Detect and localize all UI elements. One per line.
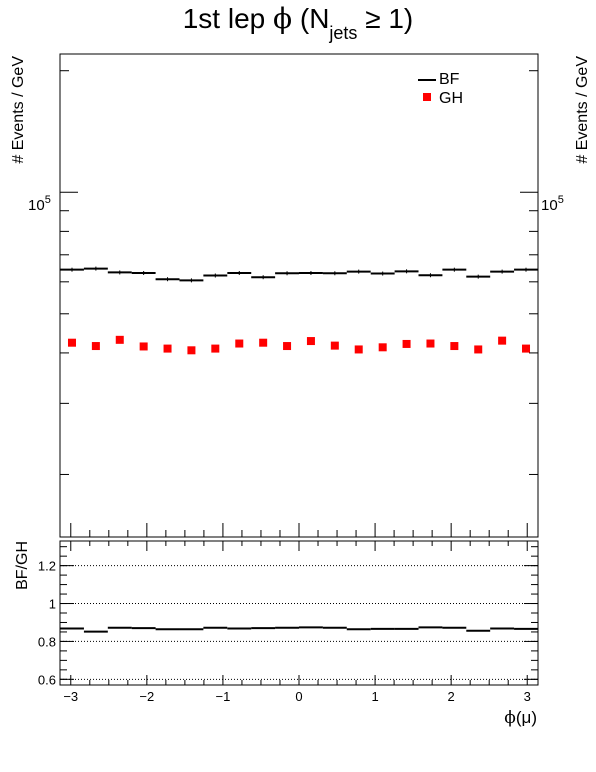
gh-point — [187, 346, 196, 355]
ratio-y-tick-label: 0.8 — [38, 634, 56, 649]
y-axis-label-right: # Events / GeV — [574, 56, 591, 164]
lower-grid — [60, 565, 538, 680]
gh-point — [450, 342, 459, 351]
legend: BF GH — [418, 71, 463, 107]
upper-axis-ticks — [60, 70, 538, 537]
x-axis-label: ϕ(μ) — [504, 708, 537, 728]
ratio-y-tick-label: 0.6 — [38, 672, 56, 687]
gh-point — [259, 338, 268, 347]
gh-point — [211, 344, 220, 353]
gh-point — [402, 339, 411, 348]
ratio-y-axis-label: BF/GH — [14, 541, 31, 590]
legend-gh-label: GH — [439, 90, 463, 107]
gh-point — [283, 342, 292, 351]
x-tick-label: 1 — [371, 689, 378, 704]
title-tail: ≥ 1) — [357, 3, 413, 34]
title-main: 1st lep — [183, 3, 273, 34]
y-tick-base-left: 10 — [28, 197, 45, 214]
y-tick-label-right: 105 — [541, 194, 564, 214]
x-tick-label: −3 — [63, 689, 78, 704]
title-phi: ϕ — [273, 2, 292, 35]
gh-point — [522, 344, 531, 353]
gh-point — [354, 345, 363, 354]
gh-point — [498, 336, 507, 345]
title-open: (N — [292, 3, 329, 34]
y-tick-base-right: 10 — [541, 197, 558, 214]
legend-bf-label: BF — [439, 71, 460, 88]
lower-plot-frame — [59, 540, 539, 686]
x-tick-label: −1 — [216, 689, 231, 704]
y-tick-label-left: 105 — [28, 194, 51, 214]
gh-point — [91, 342, 100, 351]
gh-point — [474, 345, 483, 354]
gh-point — [426, 339, 435, 348]
x-tick-label: 0 — [295, 689, 302, 704]
x-axis-label-phi: ϕ — [504, 708, 516, 728]
title-sub: jets — [328, 23, 357, 43]
x-tick-label: 3 — [524, 689, 531, 704]
x-axis-label-rest: (μ) — [516, 708, 537, 727]
y-tick-exp-left: 5 — [45, 194, 51, 206]
gh-point — [139, 342, 148, 351]
gh-point — [306, 337, 315, 346]
chart-title: 1st lep ϕ (Njets ≥ 1) — [183, 2, 414, 43]
y-tick-exp-right: 5 — [558, 194, 564, 206]
gh-point — [115, 335, 124, 344]
gh-point — [163, 344, 172, 353]
gh-point — [378, 343, 387, 352]
legend-gh-marker — [423, 93, 431, 101]
lower-axis-ticks: 0.6 0.8 1 1.2 −3 −2 −1 0 1 2 3 — [38, 541, 538, 704]
ratio-y-tick-label: 1 — [49, 597, 56, 612]
gh-point — [330, 341, 339, 350]
x-tick-label: 2 — [448, 689, 455, 704]
ratio-y-tick-label: 1.2 — [38, 559, 56, 574]
x-tick-label: −2 — [139, 689, 154, 704]
gh-point — [67, 338, 76, 347]
upper-series-group — [60, 266, 538, 355]
y-axis-label-left: # Events / GeV — [10, 56, 27, 164]
ratio-series-group — [60, 626, 538, 633]
upper-plot-frame — [59, 53, 539, 538]
gh-point — [235, 339, 244, 348]
